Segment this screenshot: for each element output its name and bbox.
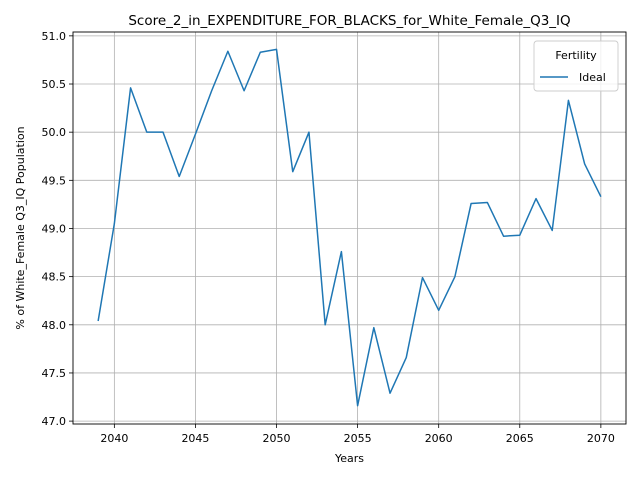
legend-entry-label: Ideal (579, 71, 606, 84)
x-tick-label: 2045 (181, 432, 209, 445)
y-axis-label: % of White_Female Q3_IQ Population (14, 126, 27, 329)
x-tick-label: 2065 (506, 432, 534, 445)
chart-title: Score_2_in_EXPENDITURE_FOR_BLACKS_for_Wh… (128, 13, 570, 29)
y-tick-label: 47.5 (42, 367, 67, 380)
legend-box (533, 40, 619, 92)
legend-title: Fertility (555, 49, 597, 62)
x-tick-label: 2060 (425, 432, 453, 445)
series-lines (97, 48, 602, 407)
y-tick-label: 50.5 (42, 78, 67, 91)
y-tick-label: 48.0 (42, 319, 67, 332)
x-tick-label: 2055 (344, 432, 372, 445)
x-tick-label: 2050 (263, 432, 291, 445)
y-tick-label: 50.0 (42, 126, 67, 139)
x-axis-ticks: 2040 2045 2050 2055 2060 2065 2070 (100, 424, 615, 445)
plot-frame (72, 31, 627, 425)
series-line-ideal (97, 48, 602, 407)
y-tick-label: 47.0 (42, 415, 67, 428)
legend: Fertility Ideal (533, 40, 619, 92)
y-tick-label: 48.5 (42, 271, 67, 284)
y-tick-label: 49.0 (42, 222, 67, 235)
y-tick-label: 51.0 (42, 30, 67, 43)
x-tick-label: 2040 (100, 432, 128, 445)
y-axis-ticks: 47.0 47.5 48.0 48.5 49.0 49.5 50.0 50.5 51.0 (42, 30, 73, 428)
x-axis-label: Years (334, 452, 364, 465)
x-tick-label: 2070 (587, 432, 615, 445)
y-tick-label: 49.5 (42, 174, 67, 187)
